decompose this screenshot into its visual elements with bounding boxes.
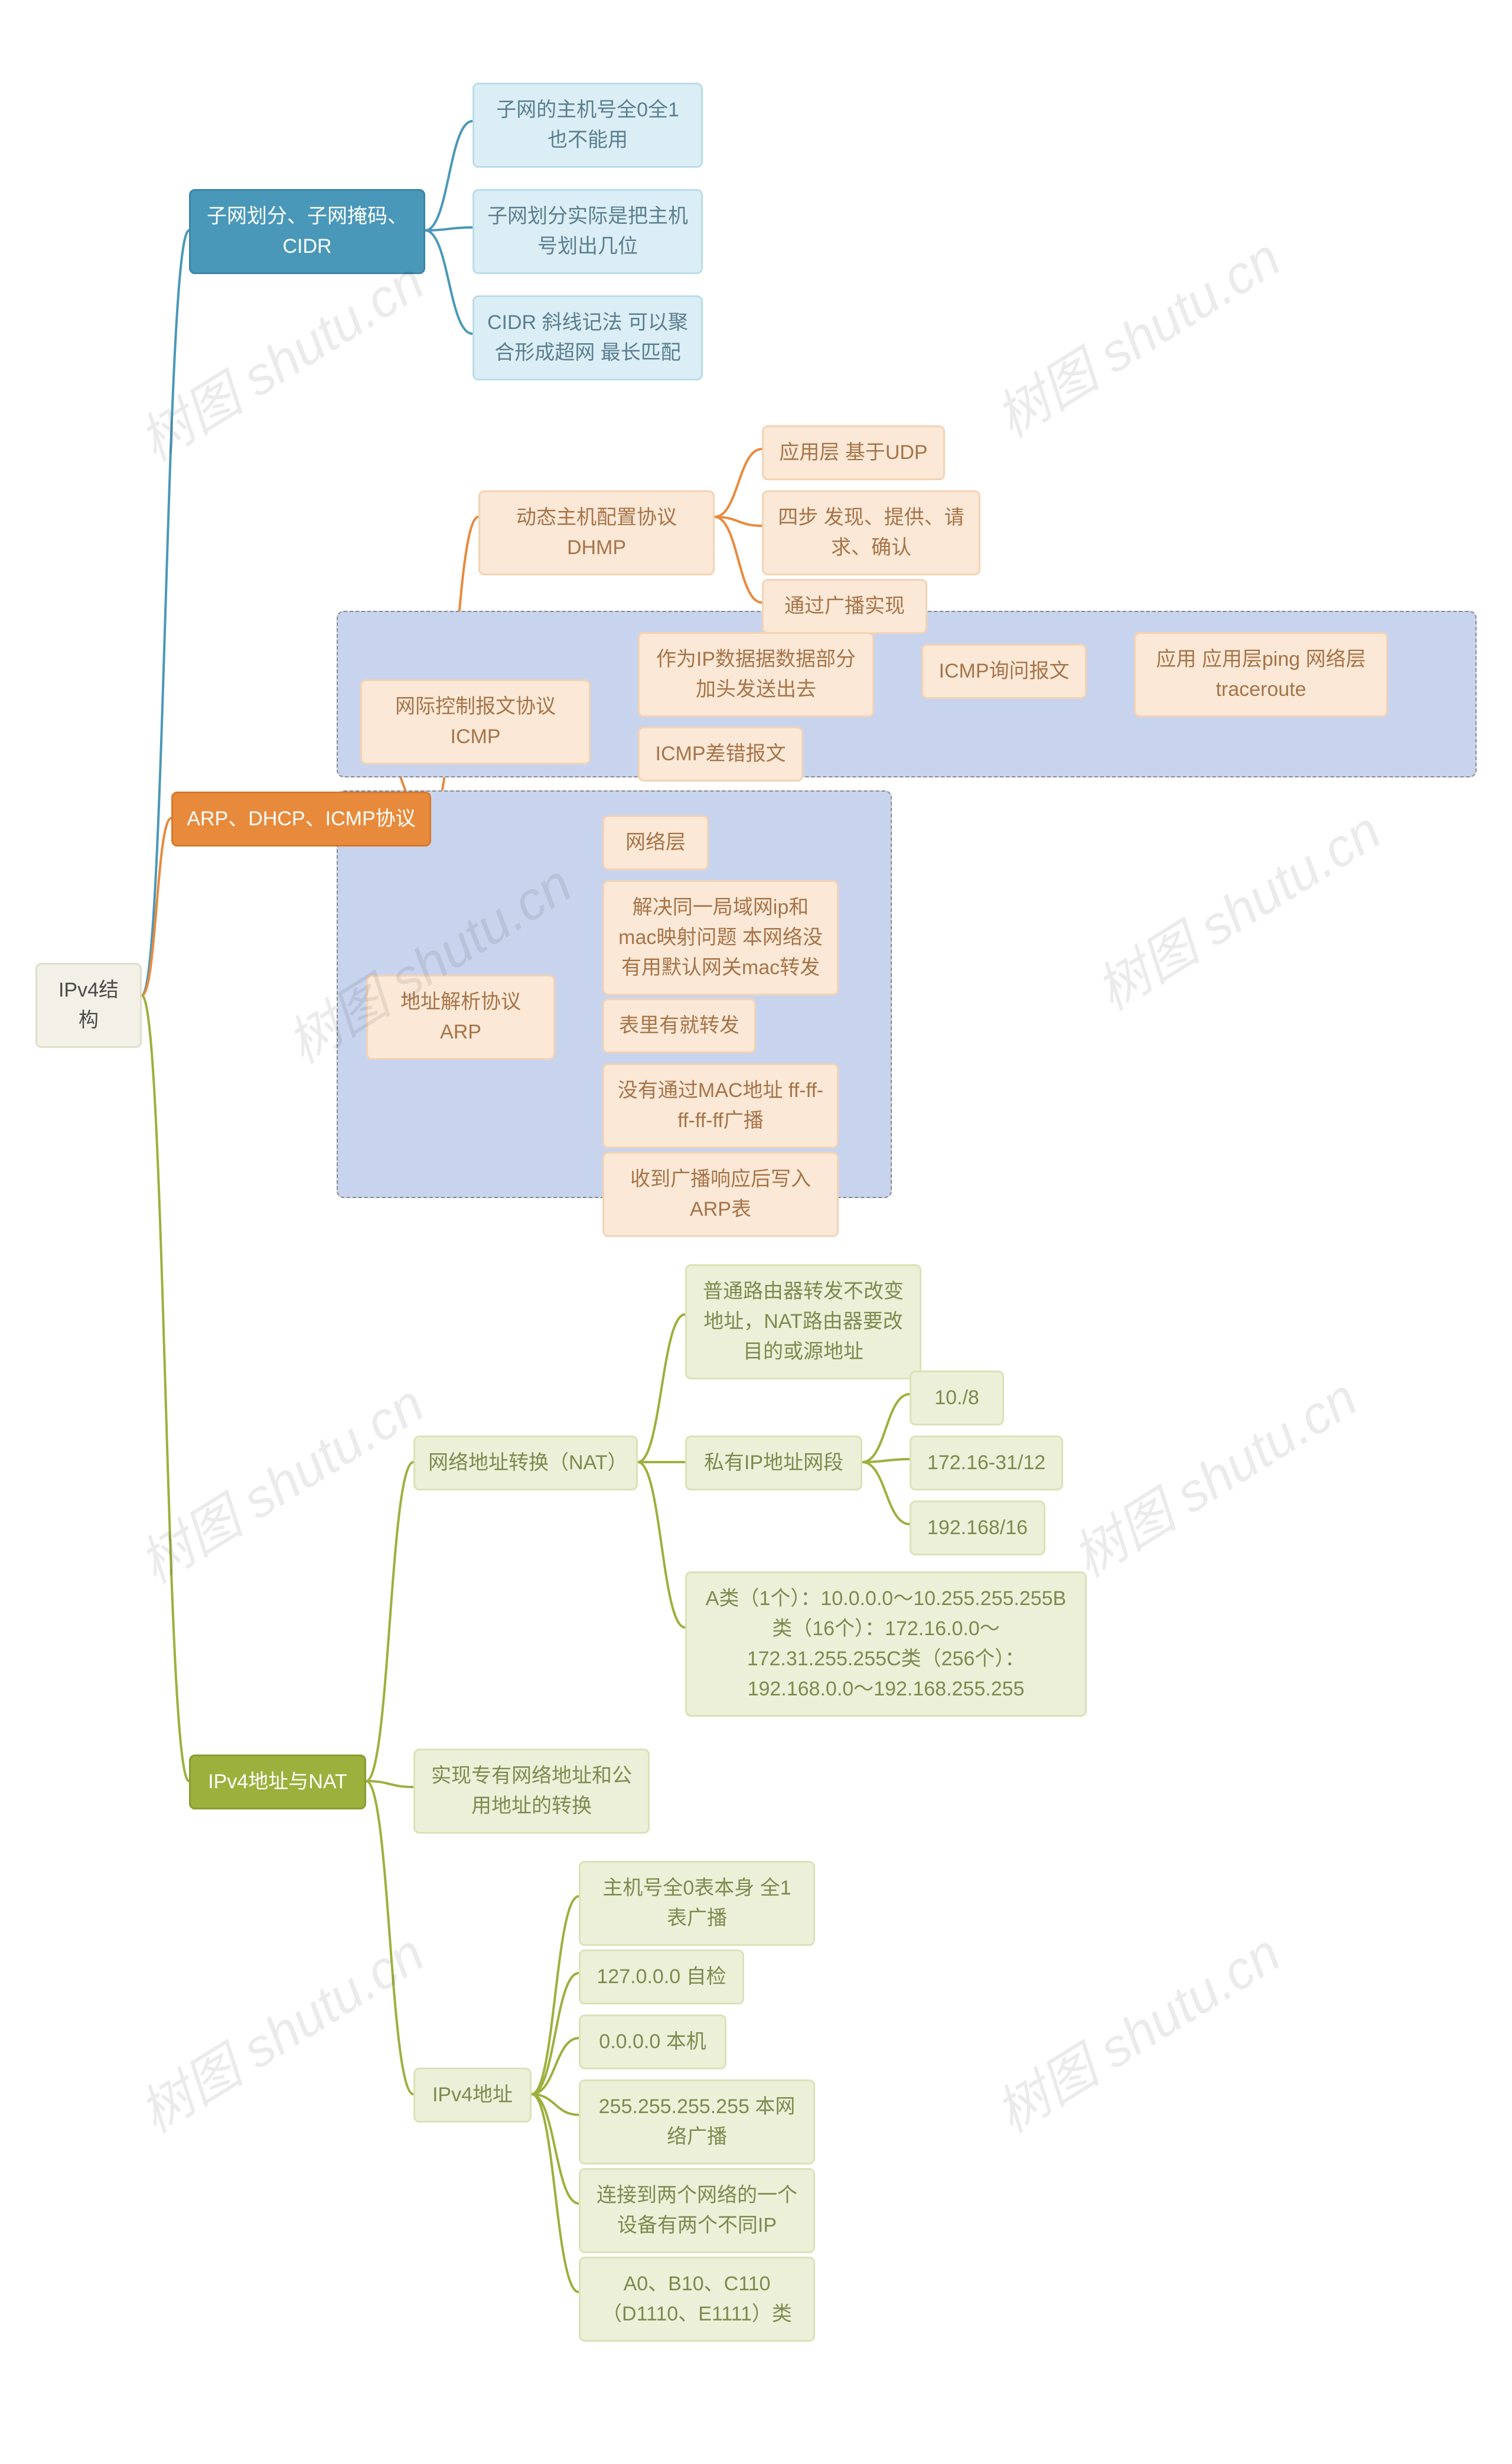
mindmap-node[interactable]: 应用 应用层ping 网络层traceroute	[1134, 632, 1388, 717]
mindmap-node[interactable]: 网际控制报文协议ICMP	[360, 679, 591, 764]
mindmap-node[interactable]: 作为IP数据据数据部分加头发送出去	[638, 632, 874, 717]
mindmap-node[interactable]: 192.168/16	[910, 1500, 1045, 1555]
mindmap-node[interactable]: 10./8	[910, 1371, 1004, 1425]
mindmap-node[interactable]: IPv4地址	[413, 2068, 532, 2123]
watermark: 树图 shutu.cn	[122, 239, 436, 475]
mindmap-node[interactable]: 地址解析协议ARP	[366, 975, 555, 1060]
mindmap-node[interactable]: ICMP差错报文	[638, 727, 803, 782]
mindmap-node[interactable]: 172.16-31/12	[910, 1436, 1063, 1490]
mindmap-node[interactable]: 网络地址转换（NAT）	[413, 1436, 638, 1490]
mindmap-node[interactable]: 子网划分、子网掩码、CIDR	[189, 189, 425, 274]
mindmap-node[interactable]: A0、B10、C110（D1110、E1111）类	[579, 2257, 815, 2342]
watermark: 树图 shutu.cn	[122, 1911, 436, 2147]
mindmap-node[interactable]: 没有通过MAC地址 ff-ff-ff-ff-ff广播	[602, 1063, 839, 1148]
watermark: 树图 shutu.cn	[979, 216, 1292, 451]
mindmap-node[interactable]: 四步 发现、提供、请求、确认	[762, 490, 980, 575]
mindmap-node[interactable]: 通过广播实现	[762, 579, 927, 634]
mindmap-node[interactable]: 0.0.0.0 本机	[579, 2014, 726, 2069]
mindmap-node[interactable]: IPv4结构	[35, 963, 142, 1048]
mindmap-node[interactable]: 解决同一局域网ip和mac映射问题 本网络没有用默认网关mac转发	[602, 880, 839, 995]
mindmap-node[interactable]: 应用层 基于UDP	[762, 425, 945, 480]
mindmap-node[interactable]: ARP、DHCP、ICMP协议	[171, 792, 431, 847]
mindmap-node[interactable]: 实现专有网络地址和公用地址的转换	[413, 1749, 650, 1834]
mindmap-node[interactable]: IPv4地址与NAT	[189, 1755, 366, 1809]
mindmap-node[interactable]: 动态主机配置协议DHMP	[478, 490, 715, 575]
mindmap-node[interactable]: ICMP询问报文	[921, 644, 1087, 699]
mindmap-node[interactable]: 255.255.255.255 本网络广播	[579, 2079, 815, 2164]
mindmap-node[interactable]: 127.0.0.0 自检	[579, 1949, 744, 2004]
mindmap-node[interactable]: CIDR 斜线记法 可以聚合形成超网 最长匹配	[472, 295, 703, 380]
mindmap-node[interactable]: 网络层	[602, 815, 709, 870]
mindmap-node[interactable]: 主机号全0表本身 全1表广播	[579, 1861, 815, 1946]
watermark: 树图 shutu.cn	[1055, 1356, 1369, 1591]
mindmap-node[interactable]: 收到广播响应后写入ARP表	[602, 1152, 839, 1237]
watermark: 树图 shutu.cn	[1079, 789, 1393, 1024]
mindmap-node[interactable]: A类（1个）：10.0.0.0～10.255.255.255B类（16个）：17…	[685, 1571, 1087, 1717]
watermark: 树图 shutu.cn	[979, 1911, 1292, 2147]
mindmap-node[interactable]: 普通路由器转发不改变地址，NAT路由器要改目的或源地址	[685, 1264, 921, 1379]
mindmap-node[interactable]: 连接到两个网络的一个设备有两个不同IP	[579, 2168, 815, 2253]
mindmap-node[interactable]: 子网划分实际是把主机号划出几位	[472, 189, 703, 274]
mindmap-node[interactable]: 子网的主机号全0全1也不能用	[472, 83, 703, 168]
mindmap-node[interactable]: 私有IP地址网段	[685, 1436, 862, 1490]
watermark: 树图 shutu.cn	[122, 1362, 436, 1597]
mindmap-node[interactable]: 表里有就转发	[602, 998, 756, 1053]
